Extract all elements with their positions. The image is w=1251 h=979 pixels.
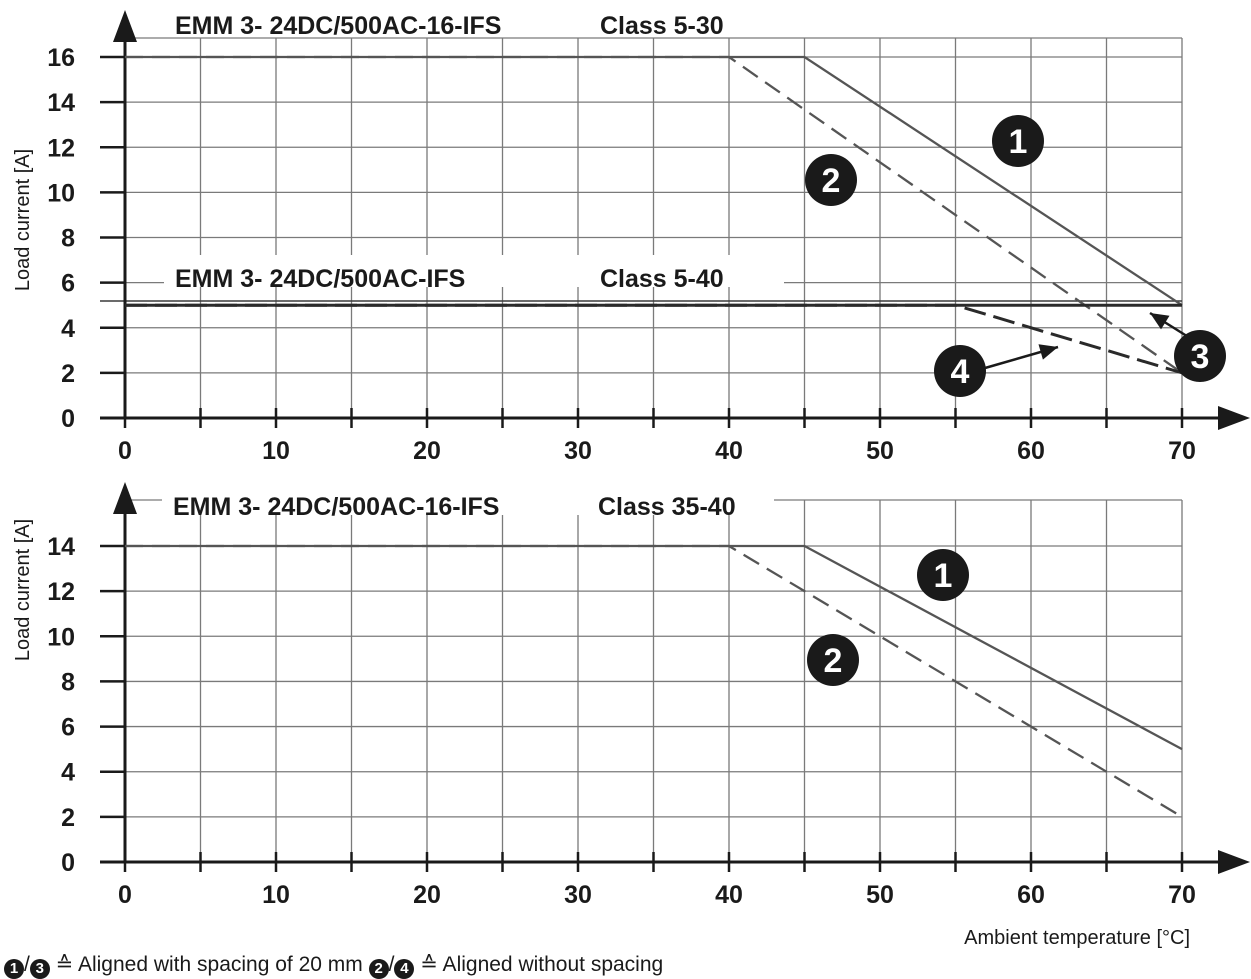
x-tick-label: 20 [413,881,441,909]
series-marker-label: 1 [934,557,953,595]
y-tick-label: 14 [47,533,75,561]
series-marker-circle [934,345,986,397]
series-marker-circle [805,154,857,206]
footnote-text-no-spacing: ≙ Aligned without spacing [414,953,664,976]
title-background [164,2,764,34]
y-tick-label: 0 [61,849,75,877]
chart-title: EMM 3- 24DC/500AC-16-IFS [173,493,499,521]
y-tick-label: 6 [61,714,75,742]
y-tick-label: 6 [61,270,75,298]
y-axis-arrow [113,10,137,42]
x-tick-label: 10 [262,881,290,909]
y-tick-label: 16 [47,44,75,72]
x-tick-label: 70 [1168,437,1196,465]
x-tick-label: 10 [262,437,290,465]
y-axis-label: Load current [A] [12,519,34,661]
series-line-2 [125,55,1183,374]
y-axis-label: Load current [A] [12,149,34,291]
series-marker-circle [1174,330,1226,382]
x-axis-arrow [1218,850,1250,874]
x-tick-label: 70 [1168,881,1196,909]
y-tick-label: 12 [47,578,75,606]
chart-class-label: Class 35-40 [598,493,736,521]
x-axis-label: Ambient temperature [°C] [964,927,1190,949]
y-tick-label: 10 [47,623,75,651]
x-tick-label: 30 [564,881,592,909]
x-tick-label: 50 [866,437,894,465]
marker-4-badge: 4 [394,959,415,979]
title-background [162,483,774,515]
x-tick-label: 40 [715,437,743,465]
y-tick-label: 8 [61,225,75,253]
marker-2-badge: 2 [368,959,389,979]
y-tick-label: 12 [47,134,75,162]
x-axis-arrow [1218,406,1250,430]
y-tick-label: 8 [61,668,75,696]
y-tick-label: 2 [61,804,75,832]
series-marker-circle [992,115,1044,167]
x-tick-label: 0 [118,881,132,909]
series-marker-circle [917,549,969,601]
x-tick-label: 40 [715,881,743,909]
y-tick-label: 4 [61,315,75,343]
x-tick-label: 60 [1017,437,1045,465]
chart-title: EMM 3- 24DC/500AC-16-IFS [175,12,501,40]
series-marker-label: 1 [1009,123,1028,161]
y-tick-label: 14 [47,89,75,117]
x-tick-label: 50 [866,881,894,909]
series-marker-circle [807,634,859,686]
y-axis-arrow [113,482,137,514]
x-tick-label: 0 [118,437,132,465]
chart-title: EMM 3- 24DC/500AC-IFS [175,265,465,293]
marker-3-badge: 3 [29,959,50,979]
chart-2: EMM 3- 24DC/500AC-16-IFS Class 35-400 10 20… [12,482,1250,949]
y-tick-label: 0 [61,405,75,433]
chart-class-label: Class 5-40 [600,265,724,293]
footnote-text-spacing: ≙ Aligned with spacing of 20 mm [49,953,369,976]
x-tick-label: 20 [413,437,441,465]
series-marker-label: 2 [822,162,841,200]
callout-arrow-head [1150,313,1170,330]
marker-1-badge: 1 [4,959,24,979]
chart-1: EMM 3- 24DC/500AC-16-IFS Class 5-30 EMM 3-… [12,2,1250,465]
x-tick-label: 60 [1017,881,1045,909]
y-tick-label: 4 [61,759,75,787]
series-line-2 [125,544,1183,818]
x-tick-label: 30 [564,437,592,465]
series-line-4 [125,303,1183,375]
y-tick-label: 10 [47,179,75,207]
title-background [164,255,784,287]
series-marker-label: 2 [824,642,843,680]
callout-arrow-head [1038,344,1058,360]
y-tick-label: 2 [61,360,75,388]
series-marker-label: 3 [1191,338,1210,376]
series-marker-label: 4 [951,353,970,391]
chart-class-label: Class 5-30 [600,12,724,40]
footnote: 1/3 ≙ Aligned with spacing of 20 mm 2/4 … [4,952,663,979]
